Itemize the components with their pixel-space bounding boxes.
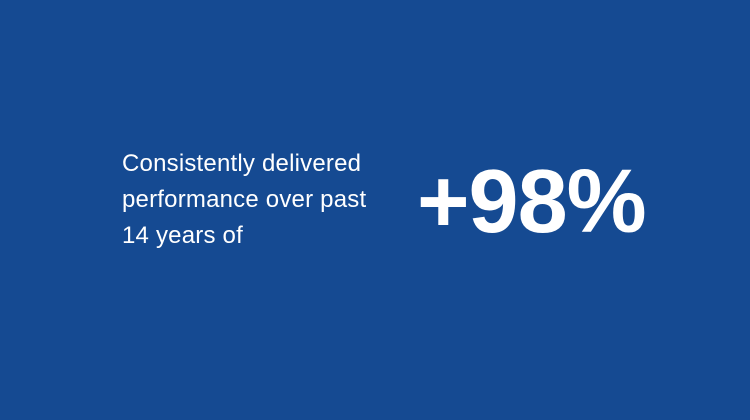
stat-value: +98% — [417, 152, 647, 252]
stat-description: Consistently delivered performance over … — [122, 150, 367, 249]
